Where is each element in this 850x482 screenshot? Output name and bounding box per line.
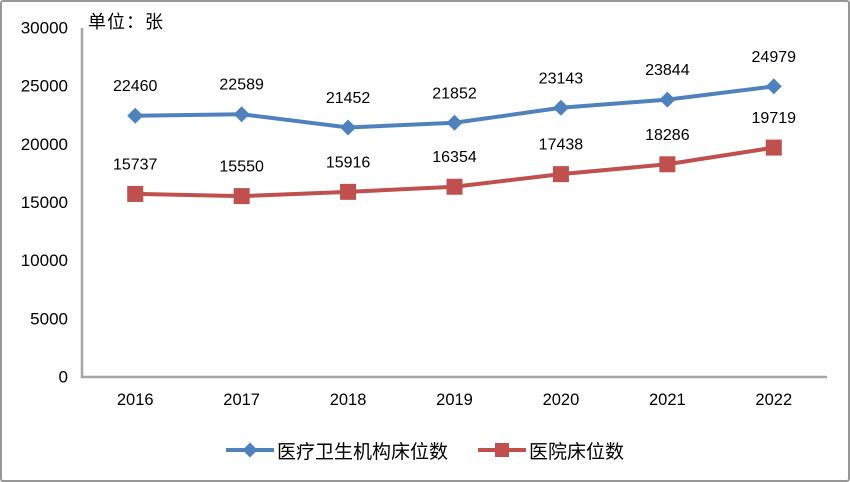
data-label: 15737	[113, 156, 158, 173]
diamond-data-point-marker	[340, 119, 357, 136]
diamond-data-point-marker	[659, 91, 676, 108]
square-data-point-marker	[552, 166, 569, 183]
square-data-point-marker	[659, 156, 676, 173]
diamond-data-point-marker	[552, 99, 569, 116]
x-axis-tick-label: 2019	[436, 391, 473, 409]
square-data-point-marker	[340, 183, 357, 200]
y-axis-tick-label: 5000	[30, 309, 68, 328]
y-axis-tick-label: 10000	[21, 251, 68, 270]
data-label: 23143	[539, 70, 584, 87]
data-label: 18286	[645, 127, 690, 144]
y-axis-tick-label: 25000	[21, 77, 68, 96]
diamond-data-point-marker	[127, 107, 144, 124]
diamond-data-point-marker	[233, 106, 250, 123]
x-axis-tick-label: 2021	[649, 391, 686, 409]
square-legend-marker-icon	[478, 443, 526, 457]
unit-label: 单位：张	[88, 12, 164, 32]
y-axis-tick-label: 0	[59, 368, 68, 387]
data-label: 23844	[645, 62, 690, 79]
data-label: 22460	[113, 78, 158, 95]
data-label: 24979	[752, 49, 797, 66]
square-data-point-marker	[233, 188, 250, 205]
data-label: 21852	[432, 85, 477, 102]
diamond-data-point-marker	[765, 78, 782, 95]
data-label: 15550	[219, 159, 264, 176]
x-axis-tick-label: 2016	[117, 391, 154, 409]
chart-legend: 医疗卫生机构床位数 医院床位数	[2, 435, 848, 465]
x-axis-tick-label: 2018	[330, 391, 367, 409]
x-axis-tick-label: 2017	[223, 391, 260, 409]
data-label: 22589	[219, 77, 264, 94]
y-axis-tick-label: 15000	[21, 193, 68, 212]
legend-item-series-1: 医院床位数	[478, 437, 624, 464]
x-axis-tick-label: 2022	[755, 391, 792, 409]
data-label: 17438	[539, 137, 584, 154]
square-data-point-marker	[765, 139, 782, 156]
x-axis-tick-label: 2020	[543, 391, 580, 409]
diamond-data-point-marker	[446, 114, 463, 131]
legend-label: 医疗卫生机构床位数	[276, 441, 448, 463]
y-axis-tick-label: 30000	[21, 19, 68, 38]
legend-label: 医院床位数	[529, 441, 625, 463]
data-label: 16354	[432, 149, 477, 166]
y-axis-tick-label: 20000	[21, 135, 68, 154]
square-data-point-marker	[446, 178, 463, 195]
diamond-legend-marker-icon	[225, 442, 274, 458]
data-label: 21452	[326, 90, 371, 107]
square-data-point-marker	[127, 185, 144, 202]
data-label: 19719	[752, 110, 797, 127]
data-label: 15916	[326, 154, 371, 171]
legend-item-series-0: 医疗卫生机构床位数	[225, 437, 448, 464]
